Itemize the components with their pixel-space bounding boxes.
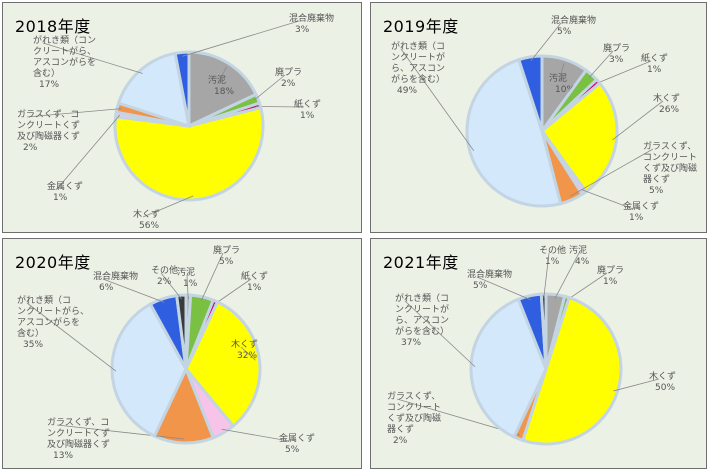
- pie-slice: [187, 50, 258, 129]
- leader-line: [160, 272, 182, 300]
- leader-line: [253, 74, 286, 101]
- slice-label: 木くず 32%: [231, 338, 258, 361]
- leader-line: [56, 424, 184, 440]
- pie-slice: [539, 292, 548, 370]
- leader-line: [565, 272, 608, 302]
- leader-line: [186, 274, 189, 300]
- slice-label: 金属くず 1%: [47, 180, 83, 203]
- chart-panel-2019: 2019年度 汚泥 10% 廃プラ 3% 紙くず 1% 木くず 26% 金属くず 1% ガラスくず、…: [370, 2, 707, 233]
- slice-label: その他 1%: [539, 244, 566, 267]
- chart-panel-2018: 2018年度 汚泥 18% 廃プラ 2% 紙くず 1% 木くず 56% 金属くず 1% ガラスくず、…: [2, 2, 362, 233]
- chart-panel-2020: 2020年度 汚泥 1% 廃プラ 5% 紙くず 1% 木くず 32% 金属くず 5% ガラスくず、コ…: [2, 238, 362, 469]
- slice-label: 廃プラ 3%: [603, 42, 630, 65]
- slice-label: 紙くず 1%: [641, 52, 668, 75]
- leader-line: [142, 195, 194, 218]
- slice-label: 汚泥 18%: [208, 74, 234, 97]
- pie-slice: [516, 54, 544, 132]
- leader-line: [221, 428, 290, 442]
- leader-line: [588, 50, 614, 79]
- slice-label: 汚泥 4%: [569, 244, 590, 267]
- leader-line: [56, 114, 121, 190]
- slice-label: 混合廃棄物 5%: [467, 268, 512, 291]
- slice-label: 紙くず 1%: [241, 270, 268, 293]
- leader-line: [256, 106, 305, 108]
- pie-slice: [113, 105, 265, 202]
- leader-line: [543, 252, 550, 299]
- pie-slice: [173, 50, 191, 127]
- slice-label: 混合廃棄物 5%: [551, 14, 596, 37]
- pie-chart-2019: 汚泥 10% 廃プラ 3% 紙くず 1% 木くず 26% 金属くず 1% ガラスくず、コンクリートく…: [391, 14, 697, 223]
- leader-line: [240, 346, 256, 361]
- pie-slice: [116, 51, 191, 129]
- leader-line: [182, 20, 300, 57]
- leader-line: [404, 300, 476, 368]
- slice-label: 金属くず 1%: [623, 200, 659, 223]
- slice-label: がれき類（コンクリートがら、アスコンがらを含む） 17%: [33, 34, 96, 90]
- pie-chart-2020: 汚泥 1% 廃プラ 5%紙くず 1% 木くず 32% 金属くず 5% ガラスくず、コンクリートくず…: [17, 244, 315, 461]
- pie-slice: [465, 57, 563, 208]
- slice-label: 木くず 50%: [649, 370, 676, 393]
- pie-chart-2021: 汚泥 4% 廃プラ 1% 木くず 50% ガラスくず、コンクリートくず及び陶磁器くず 2% がれ…: [387, 244, 676, 446]
- leader-line: [213, 278, 252, 306]
- leader-line: [558, 63, 565, 82]
- leader-line: [476, 276, 531, 301]
- leader-line: [613, 378, 660, 392]
- slice-label: がれき類（コンクリートがら、アスコンがらを含む） 37%: [395, 292, 449, 348]
- chart-title: 2019年度: [383, 17, 459, 36]
- slice-label: 廃プラ 1%: [597, 264, 624, 287]
- leader-line: [200, 252, 224, 301]
- leader-line: [612, 100, 664, 141]
- slice-label: その他 2%: [151, 264, 178, 287]
- pie-slice: [539, 81, 619, 194]
- pie-chart-2018: 汚泥 18% 廃プラ 2% 紙くず 1% 木くず 56% 金属くず 1% ガラスくず、コンクリートく…: [17, 12, 334, 231]
- leader-line: [217, 66, 227, 84]
- slice-label: 木くず 56%: [133, 208, 160, 231]
- slice-label: 紙くず 1%: [294, 98, 321, 121]
- slice-label: 汚泥 10%: [549, 72, 575, 95]
- slice-label: 金属くず 5%: [279, 432, 315, 455]
- pie-slice: [469, 297, 548, 439]
- chart-title: 2018年度: [15, 17, 91, 36]
- leader-line: [102, 278, 165, 303]
- slice-label: がれき類（コンクリートがら、アスコンがらを含む） 35%: [17, 294, 89, 350]
- chart-title: 2020年度: [15, 253, 91, 272]
- pie-slice: [175, 293, 188, 370]
- slice-label: 混合廃棄物 3%: [289, 12, 334, 35]
- slice-label: 廃プラ 2%: [275, 66, 302, 89]
- slice-label: ガラスくず、コンクリートくず及び陶磁器くず 2%: [387, 391, 441, 446]
- slice-label: ガラスくず、コンクリートくず及び陶磁器くず 5%: [643, 141, 697, 196]
- leader-line: [581, 189, 634, 210]
- slice-label: ガラスくず、コンクリートくず及び陶磁器くず 13%: [47, 417, 110, 461]
- slice-label: がれき類（コンクリートがら、アスコンがらを含む） 49%: [391, 40, 445, 96]
- leader-line: [400, 48, 475, 152]
- leader-line: [595, 60, 652, 85]
- leader-line: [554, 252, 580, 299]
- leader-line: [42, 42, 143, 74]
- leader-line: [569, 148, 654, 197]
- slice-label: 汚泥 1%: [177, 266, 198, 289]
- slice-label: 廃プラ 5%: [213, 244, 240, 267]
- slice-label: ガラスくず、コンクリートくず及び陶磁器くず 2%: [17, 109, 80, 153]
- leader-line: [530, 22, 562, 62]
- pie-slice: [520, 295, 623, 446]
- pie-slice: [184, 300, 262, 429]
- leader-line: [26, 108, 122, 118]
- slice-label: 混合廃棄物 6%: [93, 270, 138, 293]
- chart-panel-2021: 2021年度 汚泥 4% 廃プラ 1% 木くず 50% ガラスくず、コンクリートくず及び陶磁…: [370, 238, 707, 469]
- leader-line: [26, 302, 117, 372]
- chart-title: 2021年度: [383, 253, 459, 272]
- slice-label: 木くず 26%: [653, 92, 680, 115]
